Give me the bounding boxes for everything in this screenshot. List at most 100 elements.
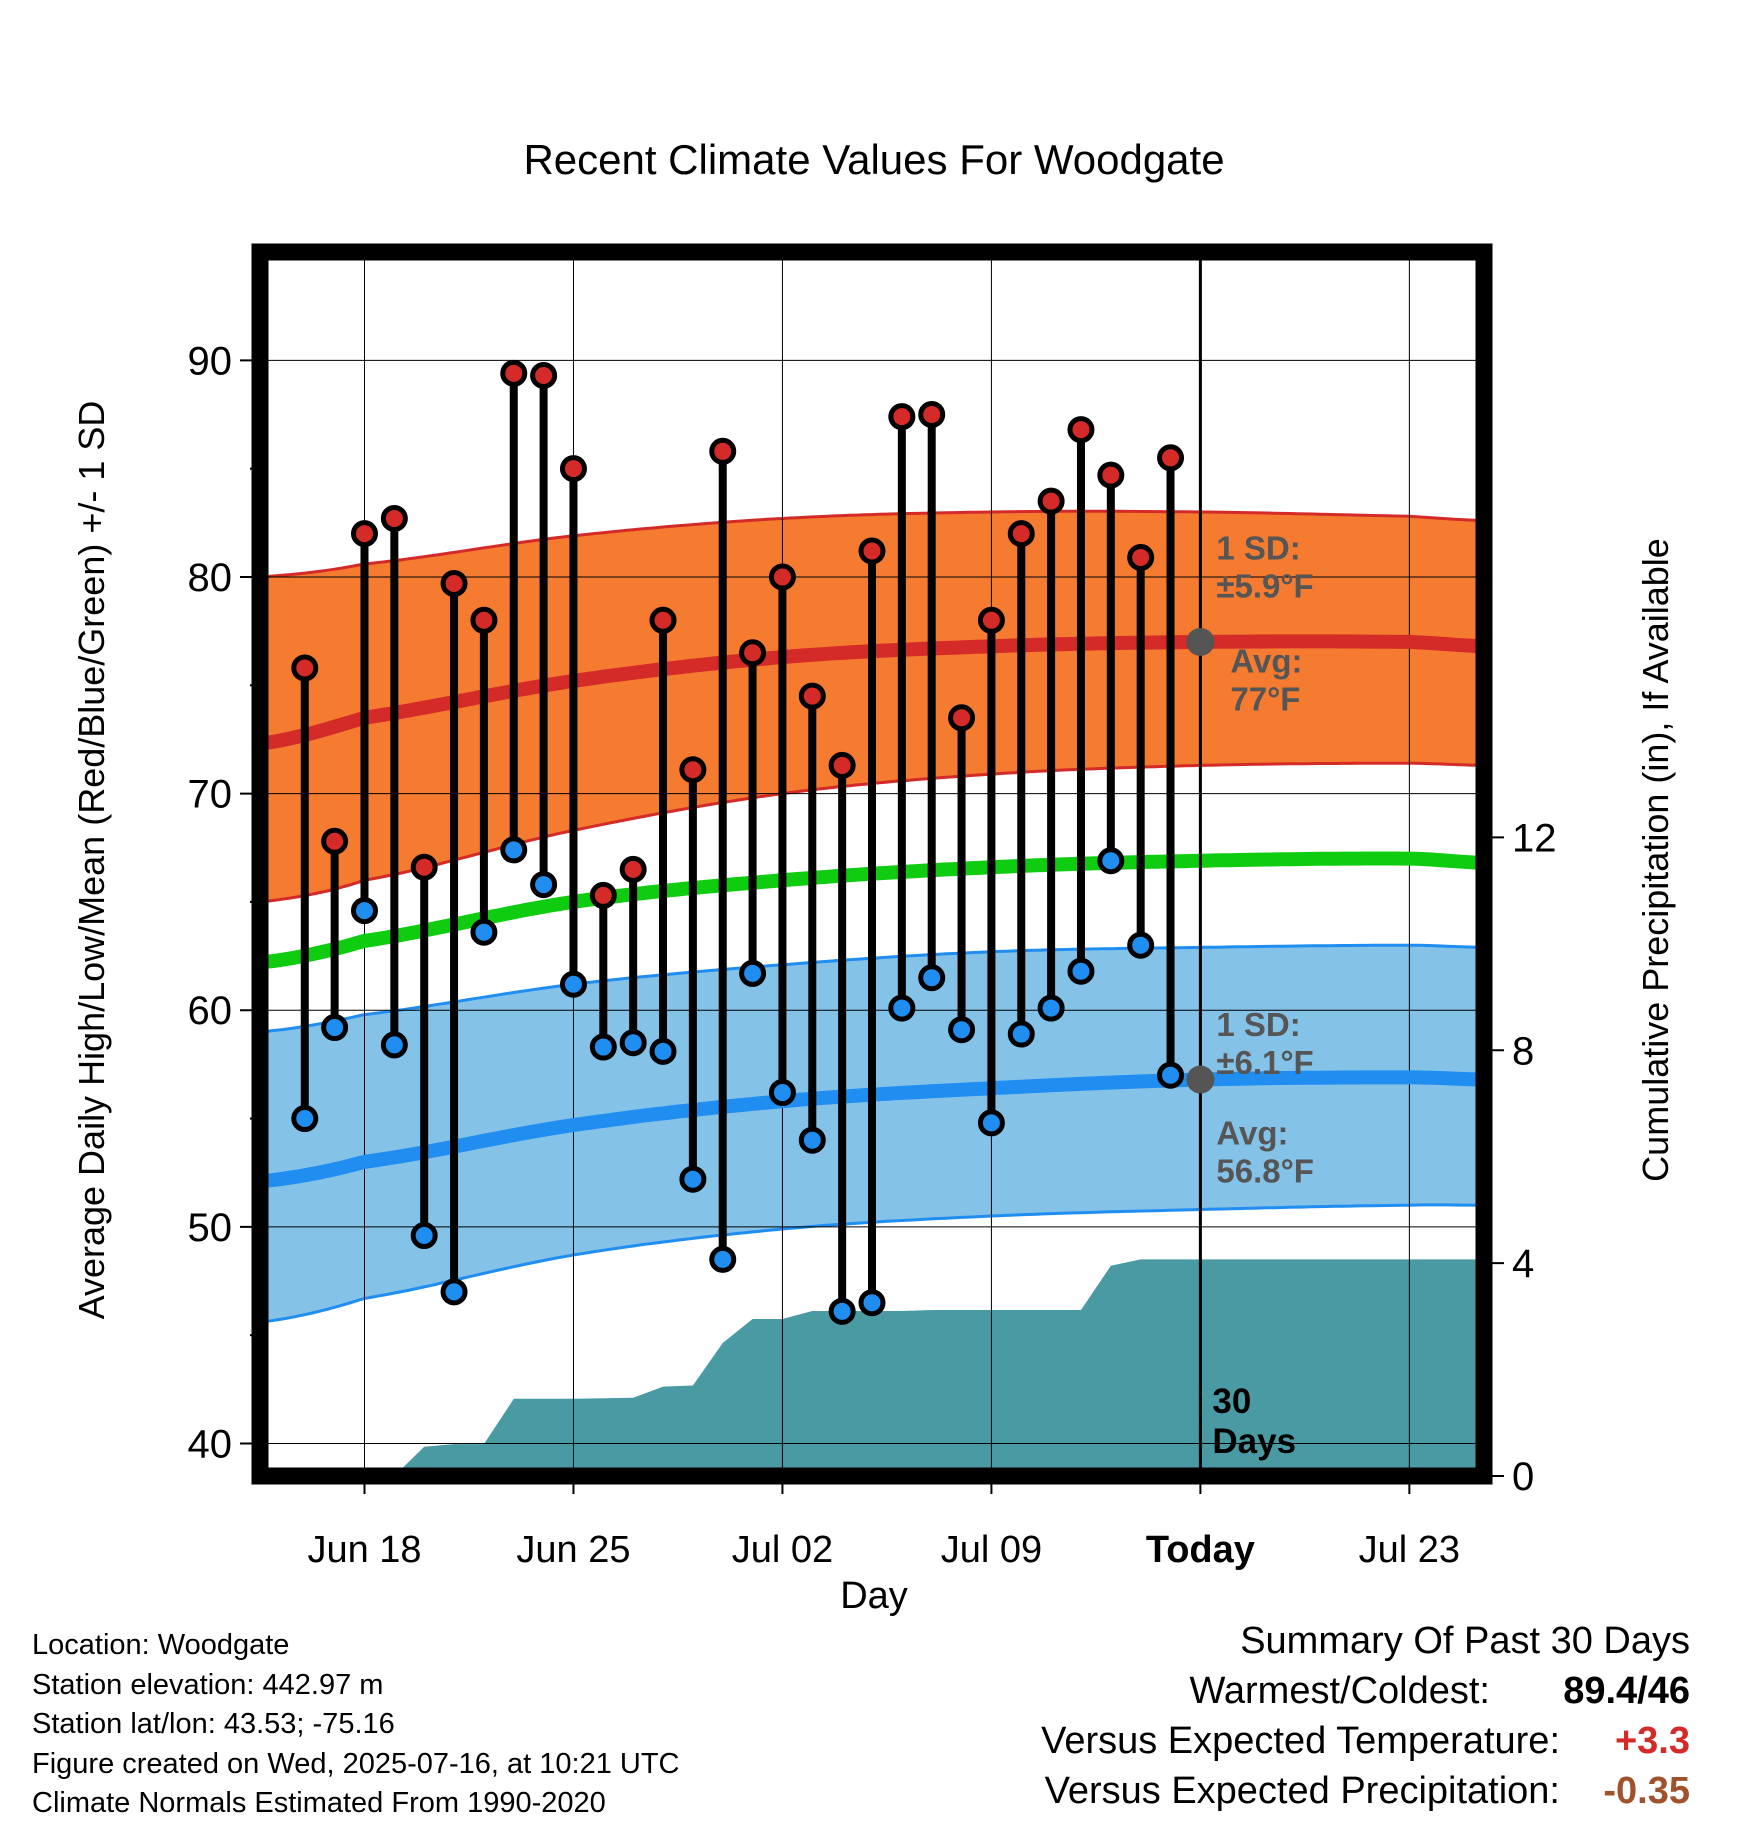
precip-area [394, 1259, 1484, 1476]
daily-low-point [1127, 931, 1155, 959]
x-tick-label: Jul 02 [732, 1529, 833, 1571]
x-tick-label: Jul 09 [941, 1529, 1042, 1571]
temp-anomaly-value: +3.3 [1614, 1720, 1690, 1762]
x-axis-label: Day [840, 1575, 908, 1617]
elevation-text: Station elevation: 442.97 m [32, 1668, 384, 1701]
y2-tick-label: 0 [1512, 1455, 1534, 1499]
daily-high-point [1007, 520, 1035, 548]
daily-low-point [798, 1126, 826, 1154]
daily-high-point [1067, 416, 1095, 444]
daily-low-point [948, 1016, 976, 1044]
daily-low-point [828, 1297, 856, 1325]
high-sd-band-upper-edge [260, 509, 1484, 579]
temp-anomaly-label: Versus Expected Temperature: [1041, 1720, 1560, 1762]
daily-high-point [470, 606, 498, 634]
precip-anomaly-label: Versus Expected Precipitation: [1044, 1770, 1560, 1812]
low-avg-annotation-line1: Avg: [1216, 1115, 1288, 1152]
daily-high-point [1127, 543, 1155, 571]
daily-high-point [798, 682, 826, 710]
x-tick-label: Jun 25 [516, 1529, 630, 1571]
daily-low-point [888, 994, 916, 1022]
daily-high-point [440, 569, 468, 597]
daily-high-point [380, 504, 408, 532]
daily-low-point [709, 1245, 737, 1273]
low-avg-annotation-line2: 56.8°F [1216, 1153, 1314, 1190]
created-text: Figure created on Wed, 2025-07-16, at 10… [32, 1747, 680, 1780]
today-avg-high-marker [1186, 627, 1215, 656]
days-annotation-count: 30 [1212, 1382, 1251, 1421]
y2-tick-label: 4 [1512, 1242, 1534, 1286]
daily-low-point [440, 1278, 468, 1306]
chart-title: Recent Climate Values For Woodgate [523, 136, 1224, 183]
location-text: Location: Woodgate [32, 1629, 290, 1661]
normals-text: Climate Normals Estimated From 1990-2020 [32, 1787, 606, 1819]
daily-high-point [1157, 444, 1185, 472]
daily-high-point [709, 437, 737, 465]
daily-low-point [530, 871, 558, 899]
daily-low-point [1037, 994, 1065, 1022]
warm-cold-value: 89.4/46 [1563, 1670, 1690, 1712]
daily-low-point [380, 1031, 408, 1059]
high-sd-annotation-line1: 1 SD: [1216, 530, 1300, 567]
y-axis-label: Average Daily High/Low/Mean (Red/Blue/Gr… [71, 401, 112, 1320]
plot-frame [251, 243, 1493, 1485]
daily-low-point [321, 1014, 349, 1042]
y-tick-label: 90 [188, 339, 233, 383]
daily-high-point [828, 751, 856, 779]
daily-high-point [739, 639, 767, 667]
low-sd-annotation-line2: ±6.1°F [1216, 1044, 1313, 1081]
daily-high-point [410, 853, 438, 881]
daily-low-point [649, 1037, 677, 1065]
y-tick-label: 50 [188, 1206, 233, 1250]
daily-high-point [559, 455, 587, 483]
warm-cold-label: Warmest/Coldest: [1189, 1670, 1490, 1712]
daily-low-point [858, 1289, 886, 1317]
y-tick-label: 80 [188, 556, 233, 600]
x-tick-label: Jul 23 [1359, 1529, 1460, 1571]
daily-low-point [1157, 1061, 1185, 1089]
daily-low-point [619, 1029, 647, 1057]
daily-low-point [291, 1105, 319, 1133]
y-tick-label: 40 [188, 1423, 233, 1467]
daily-low-point [589, 1033, 617, 1061]
summary-heading: Summary Of Past 30 Days [1240, 1620, 1690, 1662]
daily-low-point [1007, 1020, 1035, 1048]
x-tick-label: Jun 18 [307, 1529, 421, 1571]
daily-low-point [1067, 957, 1095, 985]
daily-low-point [679, 1165, 707, 1193]
latlon-text: Station lat/lon: 43.53; -75.16 [32, 1708, 395, 1740]
daily-high-point [291, 654, 319, 682]
daily-high-point [679, 756, 707, 784]
daily-low-point [500, 836, 528, 864]
daily-high-point [619, 855, 647, 883]
y2-tick-label: 8 [1512, 1029, 1534, 1073]
x-tick-label: Today [1146, 1529, 1255, 1571]
daily-low-point [1097, 847, 1125, 875]
daily-high-point [1097, 461, 1125, 489]
high-avg-annotation-line2: 77°F [1230, 680, 1300, 717]
daily-high-point [350, 520, 378, 548]
daily-low-point [739, 959, 767, 987]
y-tick-label: 70 [188, 773, 233, 817]
summary-panel: Summary Of Past 30 Days Warmest/Coldest:… [790, 1620, 1690, 1820]
daily-high-point [888, 403, 916, 431]
daily-high-point [918, 400, 946, 428]
low-sd-annotation-line1: 1 SD: [1216, 1006, 1300, 1043]
high-avg-annotation-line1: Avg: [1230, 642, 1302, 679]
daily-high-point [768, 563, 796, 591]
y2-axis-label: Cumulative Precipitation (in), If Availa… [1635, 538, 1676, 1182]
plot-area [260, 252, 1484, 1476]
daily-low-point [559, 970, 587, 998]
daily-high-point [649, 606, 677, 634]
y-tick-label: 60 [188, 989, 233, 1033]
daily-high-point [1037, 487, 1065, 515]
high-sd-annotation-line2: ±5.9°F [1216, 568, 1313, 605]
daily-high-point [948, 704, 976, 732]
y2-tick-label: 12 [1512, 816, 1557, 860]
daily-low-point [977, 1109, 1005, 1137]
daily-high-point [321, 827, 349, 855]
daily-low-point [918, 964, 946, 992]
daily-high-point [858, 537, 886, 565]
today-avg-low-marker [1186, 1065, 1215, 1094]
daily-high-point [589, 881, 617, 909]
